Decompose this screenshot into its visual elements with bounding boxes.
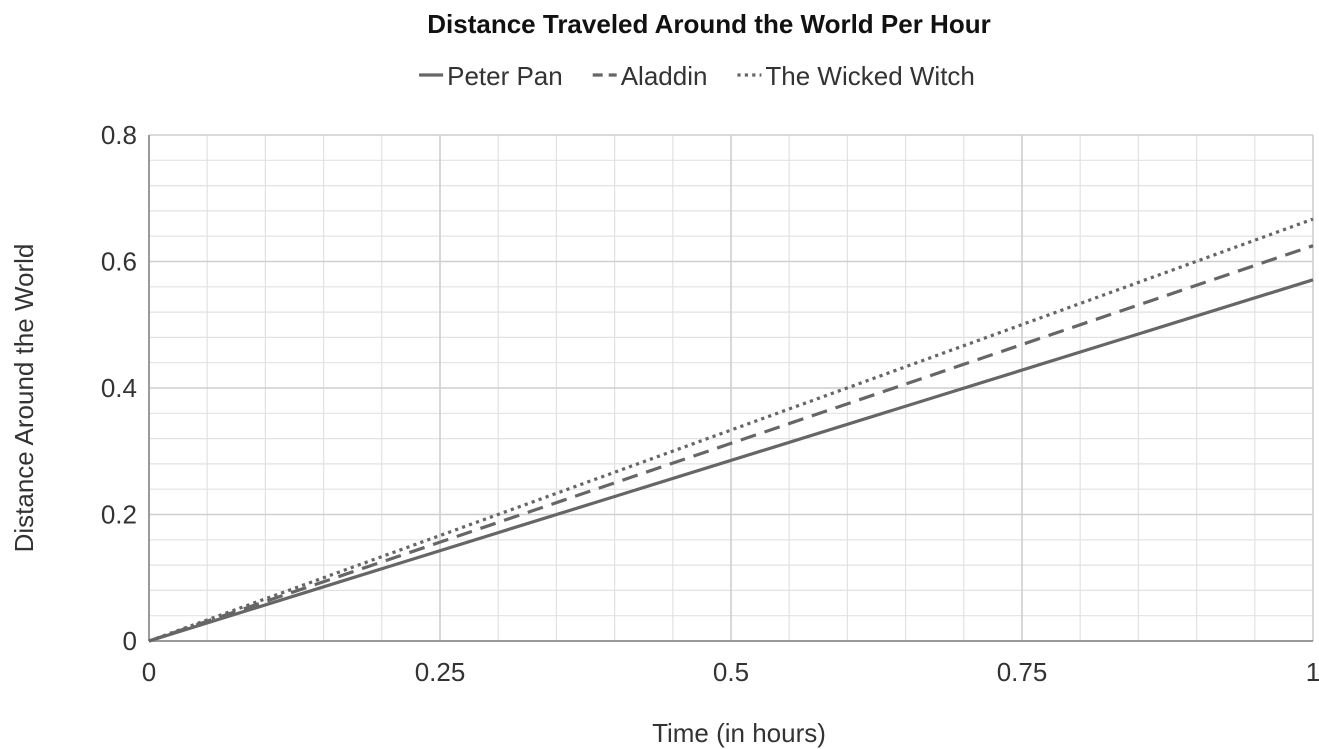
- legend-item: The Wicked Witch: [737, 61, 975, 91]
- series-lines: [148, 217, 1314, 643]
- y-axis-label: Distance Around the World: [9, 244, 39, 553]
- x-axis-tick-labels: 0 0.25 0.5 0.75 1: [142, 657, 1319, 687]
- series-line-peter-pan: [148, 278, 1314, 643]
- y-tick-label: 0.4: [101, 373, 137, 403]
- legend-item: Peter Pan: [419, 61, 563, 91]
- x-tick-label: 0.75: [997, 657, 1048, 687]
- y-tick-label: 0: [123, 626, 137, 656]
- x-axis-label: Time (in hours): [652, 718, 826, 748]
- x-tick-label: 1: [1306, 657, 1319, 687]
- legend-label: Aladdin: [621, 61, 708, 91]
- chart-axes: [148, 135, 1313, 642]
- x-tick-label: 0: [142, 657, 156, 687]
- x-tick-label: 0.25: [415, 657, 466, 687]
- series-line-the-wicked-witch: [148, 217, 1314, 643]
- x-tick-label: 0.5: [713, 657, 749, 687]
- chart-title: Distance Traveled Around the World Per H…: [427, 9, 990, 39]
- legend-label: The Wicked Witch: [765, 61, 975, 91]
- series-line-aladdin: [148, 244, 1314, 643]
- y-axis-tick-labels: 0 0.2 0.4 0.6 0.8: [101, 120, 137, 656]
- y-tick-label: 0.8: [101, 120, 137, 150]
- y-tick-label: 0.2: [101, 500, 137, 530]
- chart-legend: Peter Pan Aladdin The Wicked Witch: [419, 61, 975, 91]
- y-tick-label: 0.6: [101, 247, 137, 277]
- legend-item: Aladdin: [592, 61, 708, 91]
- legend-label: Peter Pan: [447, 61, 563, 91]
